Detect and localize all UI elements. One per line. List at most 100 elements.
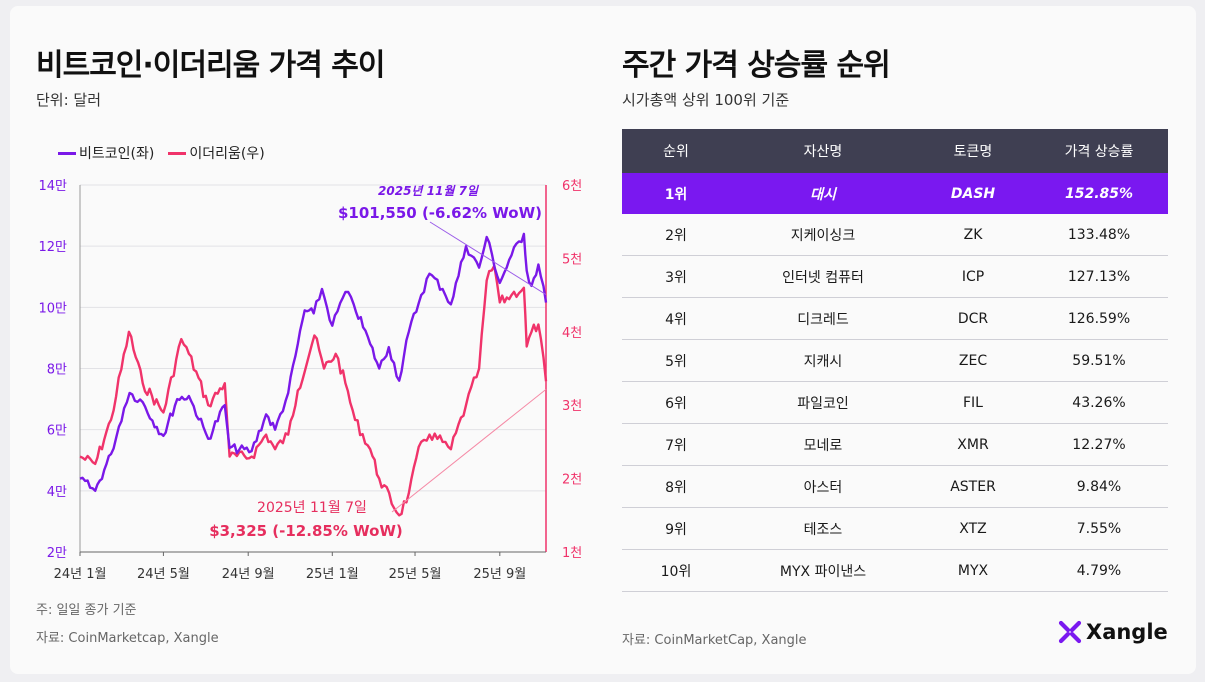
header-rank: 순위 — [622, 129, 730, 173]
right-axis-ticks: 1천 2천 3천 4천 5천 6천 — [562, 179, 582, 561]
cell-token: XTZ — [916, 507, 1030, 550]
x-tick-label: 24년 5월 — [137, 567, 190, 582]
x-tick-label: 25년 1월 — [306, 567, 359, 582]
legend-swatch-eth — [168, 151, 187, 155]
cell-change: 12.27% — [1030, 423, 1168, 466]
series-line-eth — [79, 264, 548, 517]
cell-change: 133.48% — [1030, 214, 1168, 256]
table-row: 6위 파일코인 FIL 43.26% — [622, 381, 1168, 424]
cell-change: 59.51% — [1030, 339, 1168, 382]
table-header-row: 순위 자산명 토큰명 가격 상승률 — [622, 129, 1168, 173]
cell-asset: 인터넷 컴퓨터 — [730, 255, 916, 298]
right-tick-label: 4천 — [562, 326, 582, 341]
table-row: 8위 아스터 ASTER 9.84% — [622, 465, 1168, 508]
cell-token: ZK — [916, 214, 1030, 256]
right-tick-label: 1천 — [562, 546, 582, 561]
table-row: 3위 인터넷 컴퓨터 ICP 127.13% — [622, 255, 1168, 298]
cell-asset: 지캐시 — [730, 339, 916, 382]
left-tick-label: 4만 — [47, 485, 67, 500]
annotation-leader-eth — [391, 388, 547, 513]
cell-rank: 10위 — [622, 549, 730, 592]
cell-rank: 7위 — [622, 423, 730, 466]
annotation-value-btc: $101,550 (-6.62% WoW) — [338, 204, 542, 222]
annotation-leader-btc — [429, 221, 547, 296]
cell-change: 43.26% — [1030, 381, 1168, 424]
cell-change: 7.55% — [1030, 507, 1168, 550]
cell-asset: 디크레드 — [730, 297, 916, 340]
x-axis-ticks: 24년 1월 24년 5월 24년 9월 25년 1월 25년 5월 25년 9월 — [54, 552, 526, 582]
right-tick-label: 6천 — [562, 179, 582, 194]
legend-label-btc: 비트코인(좌) — [79, 146, 155, 162]
left-tick-label: 2만 — [47, 546, 67, 561]
xangle-logo: Xangle — [1058, 620, 1168, 644]
table-source: 자료: CoinMarketCap, Xangle — [622, 633, 807, 648]
table-title: 주간 가격 상승률 순위 — [622, 48, 891, 83]
left-tick-label: 8만 — [47, 363, 67, 378]
cell-asset: MYX 파이낸스 — [730, 549, 916, 592]
cell-change: 152.85% — [1030, 173, 1168, 214]
table-row: 1위 대시 DASH 152.85% — [622, 173, 1168, 214]
cell-token: XMR — [916, 423, 1030, 466]
brand-name: Xangle — [1086, 620, 1168, 644]
left-axis-ticks: 2만 4만 6만 8만 10만 12만 14만 — [38, 179, 67, 561]
ranking-table-body: 1위 대시 DASH 152.85% 2위 지케이싱크 ZK 133.48% 3위 인터넷 컴퓨터… — [622, 173, 1168, 592]
cell-change: 4.79% — [1030, 549, 1168, 592]
cell-rank: 1위 — [622, 173, 730, 214]
cell-token: FIL — [916, 381, 1030, 424]
table-row: 10위 MYX 파이낸스 MYX 4.79% — [622, 549, 1168, 592]
left-tick-label: 14만 — [38, 179, 67, 194]
x-tick-label: 24년 9월 — [222, 567, 275, 582]
right-tick-label: 5천 — [562, 252, 582, 267]
cell-change: 126.59% — [1030, 297, 1168, 340]
cell-asset: 테조스 — [730, 507, 916, 550]
x-tick-label: 24년 1월 — [54, 567, 107, 582]
right-tick-label: 2천 — [562, 473, 582, 488]
cell-change: 127.13% — [1030, 255, 1168, 298]
left-tick-label: 6만 — [47, 424, 67, 439]
x-tick-label: 25년 5월 — [389, 567, 442, 582]
cell-rank: 3위 — [622, 255, 730, 298]
table-subtitle: 시가총액 상위 100위 기준 — [622, 91, 790, 109]
cell-token: MYX — [916, 549, 1030, 592]
cell-token: DASH — [916, 173, 1030, 214]
cell-asset: 모네로 — [730, 423, 916, 466]
legend-label-eth: 이더리움(우) — [189, 146, 265, 162]
annotation-value-eth: $3,325 (-12.85% WoW) — [209, 522, 403, 540]
legend-item-eth: 이더리움(우) — [168, 143, 265, 163]
cell-asset: 지케이싱크 — [730, 214, 916, 256]
xangle-x-icon — [1058, 620, 1082, 644]
chart-source: 자료: CoinMarketcap, Xangle — [36, 631, 219, 646]
legend-item-btc: 비트코인(좌) — [58, 143, 154, 163]
table-row: 4위 디크레드 DCR 126.59% — [622, 297, 1168, 340]
cell-asset: 아스터 — [730, 465, 916, 508]
right-tick-label: 3천 — [562, 399, 582, 414]
left-tick-label: 12만 — [38, 240, 67, 255]
cell-token: ASTER — [916, 465, 1030, 508]
chart-note: 주: 일일 종가 기준 — [36, 603, 137, 618]
table-row: 7위 모네로 XMR 12.27% — [622, 423, 1168, 466]
cell-rank: 2위 — [622, 214, 730, 256]
cell-asset: 대시 — [730, 173, 916, 214]
cell-rank: 8위 — [622, 465, 730, 508]
header-asset: 자산명 — [730, 129, 916, 173]
header-token: 토큰명 — [916, 129, 1030, 173]
annotation-date-eth: 2025년 11월 7일 — [257, 500, 367, 516]
table-row: 2위 지케이싱크 ZK 133.48% — [622, 214, 1168, 256]
cell-rank: 6위 — [622, 381, 730, 424]
ranking-table: 순위 자산명 토큰명 가격 상승률 1위 대시 DASH 152.85% 2위 지케이싱크… — [622, 129, 1168, 592]
chart-title: 비트코인·이더리움 가격 추이 — [36, 48, 385, 83]
cell-rank: 5위 — [622, 339, 730, 382]
series-line-btc — [79, 232, 548, 492]
cell-rank: 9위 — [622, 507, 730, 550]
header-change: 가격 상승률 — [1030, 129, 1168, 173]
left-tick-label: 10만 — [38, 301, 67, 316]
legend-swatch-btc — [58, 151, 76, 155]
x-tick-label: 25년 9월 — [473, 567, 526, 582]
chart-legend: 비트코인(좌) 이더리움(우) — [58, 143, 265, 163]
table-row: 5위 지캐시 ZEC 59.51% — [622, 339, 1168, 382]
cell-token: ZEC — [916, 339, 1030, 382]
cell-change: 9.84% — [1030, 465, 1168, 508]
annotation-date-btc: 2025년 11월 7일 — [378, 184, 480, 198]
unit-label: 단위: 달러 — [36, 91, 102, 109]
